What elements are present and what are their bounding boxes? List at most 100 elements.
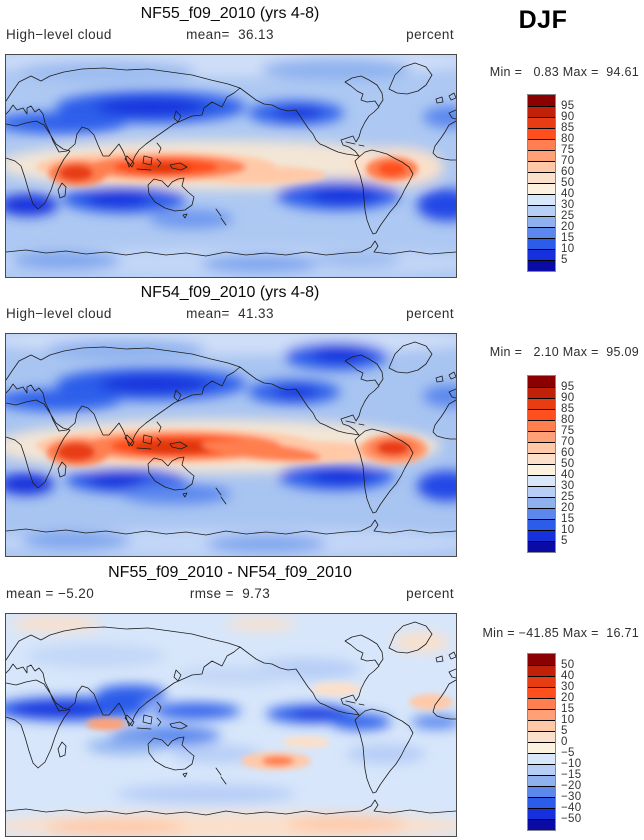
colorbar-tick-label: 25 [561,210,575,222]
colorbar-tick-label: 50 [561,177,575,189]
colorbar-tick-label: 70 [561,155,575,167]
colorbar-tick-label: 40 [561,670,575,682]
panel3-minmax: Min = −41.85 Max = 16.71 [482,626,639,640]
colorbar-segment [528,227,555,238]
panel2-field-label: High−level cloud [6,306,112,321]
panel3-colorbar: 50 40 30 20 15 10 5 0 −5 −10 −15 −20 −30 −40 −50 [527,653,581,831]
colorbar-tick-label: 60 [561,166,575,178]
panel2-map [5,333,457,557]
panel2-map-svg [6,334,456,556]
colorbar-tick-label: 5 [561,725,568,737]
colorbar-tick-label: 0 [561,736,568,748]
colorbar-segment [528,117,555,128]
colorbar-tick-label: 20 [561,692,575,704]
colorbar-segment [528,260,555,271]
colorbar-segment [528,106,555,117]
colorbar-tick-label: 20 [561,221,575,233]
colorbar-tick-label: 60 [561,447,575,459]
colorbar-tick-label: 90 [561,111,575,123]
colorbar-segment [528,420,555,431]
colorbar-segment [528,698,555,709]
panel3-rmse-stat: rmse = 9.73 [189,586,271,601]
colorbar-segment [528,654,555,665]
colorbar-tick-label: −50 [561,813,582,825]
colorbar-segment [528,150,555,161]
panel1-subtitle-row: High−level cloud mean= 36.13 percent [5,27,455,44]
colorbar-tick-label: 40 [561,469,575,481]
colorbar-segment [528,139,555,150]
panel3-subtitle-row: mean = −5.20 rmse = 9.73 percent [5,586,455,603]
colorbar-tick-label: 75 [561,425,575,437]
colorbar-tick-label: 50 [561,458,575,470]
colorbar-segment [528,95,555,106]
colorbar-tick-label: 85 [561,122,575,134]
colorbar-segment [528,486,555,497]
panel1-mean-stat: mean= 36.13 [186,27,274,42]
panel1-map-svg [6,55,456,277]
colorbar-tick-label: 30 [561,681,575,693]
colorbar-segment [528,742,555,753]
colorbar-tick-label: 10 [561,524,575,536]
colorbar-segment [528,819,555,830]
colorbar-segment [528,753,555,764]
colorbar-segment [528,775,555,786]
colorbar-segment [528,128,555,139]
colorbar-tick-label: 10 [561,243,575,255]
colorbar-segment [528,453,555,464]
colorbar-tick-label: 15 [561,703,575,715]
colorbar-tick-label: 30 [561,199,575,211]
colorbar-segment [528,764,555,775]
colorbar-segment [528,519,555,530]
colorbar-segment [528,431,555,442]
colorbar-segment [528,676,555,687]
colorbar-segment [528,508,555,519]
colorbar-segment [528,797,555,808]
colorbar-tick-label: 15 [561,232,575,244]
panel2-subtitle-row: High−level cloud mean= 41.33 percent [5,306,455,323]
colorbar-segment [528,205,555,216]
panel2-units-label: percent [406,306,454,321]
colorbar-segment [528,249,555,260]
colorbar-segment [528,172,555,183]
panel3-map [5,613,457,837]
colorbar-segment [528,530,555,541]
panel1-title: NF55_f09_2010 (yrs 4-8) [140,5,320,22]
colorbar-tick-label: 90 [561,392,575,404]
colorbar-tick-label: 50 [561,659,575,671]
colorbar-tick-label: 40 [561,188,575,200]
colorbar-segment [528,161,555,172]
panel1-colorbar: 95 90 85 80 75 70 60 50 40 30 25 20 15 10 5 [527,94,574,272]
colorbar-segment [528,442,555,453]
colorbar-tick-label: −20 [561,780,582,792]
panel2-mean-stat: mean= 41.33 [186,306,274,321]
colorbar-segment [528,398,555,409]
colorbar-segment [528,665,555,676]
colorbar-segment [528,497,555,508]
colorbar-segment [528,720,555,731]
colorbar-tick-label: 10 [561,714,575,726]
panel2-title: NF54_f09_2010 (yrs 4-8) [140,284,320,301]
colorbar-segment [528,216,555,227]
colorbar-tick-label: 5 [561,535,568,547]
colorbar-tick-label: 85 [561,403,575,415]
panel1-map [5,54,457,278]
colorbar-tick-label: 30 [561,480,575,492]
colorbar-tick-label: −30 [561,791,582,803]
panel3-map-svg [6,614,456,836]
colorbar-tick-label: −10 [561,758,582,770]
panel3-title: NF55_f09_2010 - NF54_f09_2010 [108,564,352,581]
colorbar-tick-label: −5 [561,747,575,759]
colorbar-tick-label: 80 [561,133,575,145]
colorbar-tick-label: −40 [561,802,582,814]
colorbar-segment [528,409,555,420]
colorbar-tick-label: 80 [561,414,575,426]
colorbar-tick-label: 25 [561,491,575,503]
colorbar-tick-label: 95 [561,381,575,393]
colorbar-segment [528,387,555,398]
colorbar-tick-label: 5 [561,254,568,266]
colorbar-segment [528,475,555,486]
colorbar-tick-label: 70 [561,436,575,448]
colorbar-segment [528,731,555,742]
season-label: DJF [518,6,568,34]
panel1-field-label: High−level cloud [6,27,112,42]
